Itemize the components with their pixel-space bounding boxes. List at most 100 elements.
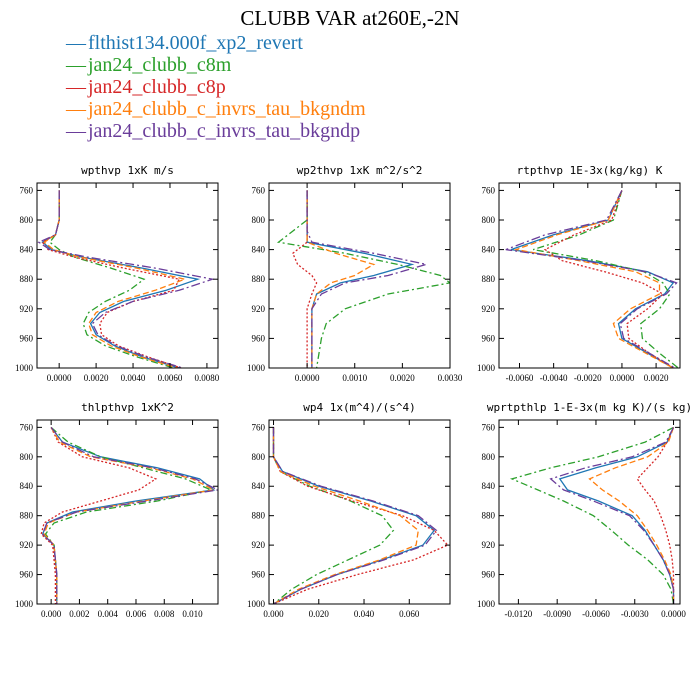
y-tick-label: 920	[482, 304, 496, 314]
y-tick-label: 880	[252, 274, 266, 284]
x-tick-label: 0.0010	[342, 373, 367, 383]
y-tick-label: 800	[252, 452, 266, 462]
x-tick-label: 0.0020	[390, 373, 415, 383]
series-line	[272, 427, 419, 604]
series-line	[549, 427, 675, 604]
plot-frame	[498, 182, 681, 369]
plot-frame	[498, 419, 681, 605]
chart-title: wprtpthlp 1-E-3x(m kg K)/(s kg)	[487, 401, 692, 414]
legend-entry: — jan24_clubb_c8m	[66, 54, 366, 76]
series-line	[41, 190, 182, 368]
y-tick-label: 1000	[477, 599, 496, 609]
legend-label: jan24_clubb_c8m	[88, 54, 232, 76]
legend-line-icon: —	[66, 98, 86, 120]
series-line	[40, 427, 158, 604]
series-line	[505, 190, 678, 368]
plot-frame	[268, 182, 451, 369]
chart-title: wpthvp 1xK m/s	[81, 164, 174, 177]
y-tick-label: 760	[482, 185, 496, 195]
legend-entry: — jan24_clubb_c8p	[66, 76, 366, 98]
series-line	[41, 427, 218, 604]
y-tick-label: 880	[482, 274, 496, 284]
chart-panel: wpthvp 1xK m/s 760 800 840 880 920 960 1000 0.00…	[15, 164, 220, 383]
x-tick-label: 0.000	[263, 609, 284, 619]
x-tick-label: -0.0090	[543, 609, 571, 619]
legend-label: jan24_clubb_c8p	[88, 76, 226, 98]
legend-line-icon: —	[66, 32, 86, 54]
y-tick-label: 920	[20, 540, 34, 550]
y-tick-label: 960	[252, 570, 266, 580]
y-tick-label: 920	[20, 304, 34, 314]
y-tick-label: 880	[20, 511, 34, 521]
x-tick-label: 0.002	[69, 609, 89, 619]
series-line	[272, 427, 449, 604]
y-tick-label: 920	[252, 304, 266, 314]
chart-panel: wprtpthlp 1-E-3x(m kg K)/(s kg) 760 800 840…	[477, 401, 692, 619]
y-tick-label: 880	[252, 511, 266, 521]
x-tick-label: -0.0120	[505, 609, 533, 619]
series-line	[306, 190, 427, 368]
x-tick-label: -0.0060	[506, 373, 534, 383]
x-tick-label: 0.000	[41, 609, 62, 619]
x-tick-label: 0.0000	[610, 373, 635, 383]
legend-line-icon: —	[66, 54, 86, 76]
series-line	[272, 427, 438, 604]
legend-line-icon: —	[66, 120, 86, 142]
plot-frame	[36, 419, 219, 605]
x-tick-label: 0.020	[309, 609, 330, 619]
series-line	[513, 190, 674, 368]
series-line	[510, 190, 675, 368]
x-tick-label: 0.004	[98, 609, 119, 619]
legend-line-icon: —	[66, 76, 86, 98]
y-tick-label: 1000	[15, 599, 34, 609]
x-tick-label: 0.0000	[295, 373, 320, 383]
x-tick-label: 0.040	[354, 609, 375, 619]
y-tick-label: 840	[20, 245, 34, 255]
y-tick-label: 800	[252, 215, 266, 225]
x-tick-label: -0.0060	[582, 609, 610, 619]
y-tick-label: 760	[20, 185, 34, 195]
chart-panel: wp4 1x(m^4)/(s^4)76080084088092096010000…	[247, 401, 451, 619]
x-tick-label: 0.060	[399, 609, 420, 619]
chart-title: rtpthvp 1E-3x(kg/kg) K	[517, 164, 663, 177]
y-tick-label: 760	[252, 185, 266, 195]
y-tick-label: 1000	[15, 363, 34, 373]
series-line	[292, 190, 318, 368]
x-tick-label: 0.006	[126, 609, 147, 619]
y-tick-label: 760	[482, 422, 496, 432]
series-line	[509, 426, 675, 604]
series-line	[37, 190, 216, 368]
y-tick-label: 840	[482, 481, 496, 491]
legend-entry: — flthist134.000f_xp2_revert	[66, 32, 366, 54]
y-tick-label: 760	[20, 422, 34, 432]
x-tick-label: 0.0080	[195, 373, 220, 383]
series-line	[44, 426, 214, 604]
series-line	[41, 190, 201, 368]
x-tick-label: 0.008	[154, 609, 175, 619]
x-tick-label: -0.0040	[540, 373, 568, 383]
chart-panel: wp2thvp 1xK m^2/s^2 760 800 840 880 920 960 100…	[247, 164, 463, 383]
y-tick-label: 840	[482, 245, 496, 255]
x-tick-label: 0.0000	[661, 609, 686, 619]
y-tick-label: 840	[252, 245, 266, 255]
series-line	[272, 427, 395, 604]
figure-title: CLUBB VAR at260E,-2N	[240, 6, 460, 30]
y-tick-label: 920	[482, 540, 496, 550]
chart-panel: rtpthvp 1E-3x(kg/kg) K 760 800 840 880 920 960…	[477, 164, 681, 383]
series-line	[636, 427, 675, 604]
legend-label: jan24_clubb_c_invrs_tau_bkgndp	[88, 120, 361, 142]
legend-entry: — jan24_clubb_c_invrs_tau_bkgndm	[66, 98, 366, 120]
x-tick-label: 0.0060	[158, 373, 183, 383]
series-line	[276, 190, 450, 368]
plot-frame	[36, 182, 219, 369]
x-tick-label: 0.0030	[438, 373, 463, 383]
plot-frame	[268, 419, 451, 605]
series-line	[533, 190, 679, 368]
y-tick-label: 960	[20, 333, 34, 343]
chart-panel: thlpthvp 1xK^2 760 800 840 880 920 960 1000 0.00…	[15, 401, 219, 619]
y-tick-label: 1000	[247, 599, 266, 609]
y-tick-label: 840	[20, 481, 34, 491]
y-tick-label: 1000	[247, 363, 266, 373]
x-tick-label: -0.0020	[574, 373, 602, 383]
